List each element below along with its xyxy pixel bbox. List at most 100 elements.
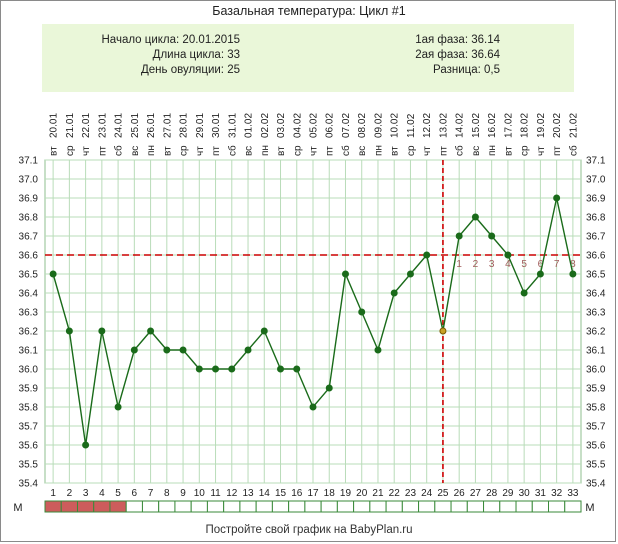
temperature-point xyxy=(325,384,333,392)
weekday-label: сб xyxy=(113,145,125,156)
menses-cell xyxy=(564,500,582,513)
menses-cell xyxy=(320,500,338,513)
temperature-point xyxy=(65,327,73,335)
temperature-point xyxy=(163,346,171,354)
y-tick-label-left: 36.3 xyxy=(19,308,39,319)
menses-cell xyxy=(239,500,257,513)
date-label: 20.02 xyxy=(552,113,563,138)
date-label: 02.02 xyxy=(260,113,271,138)
weekday-label: вт xyxy=(49,146,60,156)
menses-cell xyxy=(109,500,127,513)
y-tick-label-left: 35.7 xyxy=(19,422,39,433)
phase2-day-label: 4 xyxy=(505,259,511,270)
day-number-label: 10 xyxy=(194,488,206,499)
day-number-label: 23 xyxy=(405,488,417,499)
y-tick-label-left: 36.4 xyxy=(19,289,39,300)
y-tick-label-right: 36.8 xyxy=(586,213,606,224)
weekday-label: чт xyxy=(536,146,547,156)
phase2-day-label: 3 xyxy=(489,259,495,270)
date-label: 16.02 xyxy=(487,113,498,138)
temperature-point xyxy=(358,308,366,316)
phase2-day-label: 7 xyxy=(554,259,560,270)
footer-link-text[interactable]: Постройте свой график на BabyPlan.ru xyxy=(205,524,413,536)
date-label: 21.02 xyxy=(568,113,579,138)
date-label: 31.01 xyxy=(227,113,238,138)
date-label: 29.01 xyxy=(195,113,206,138)
date-label: 09.02 xyxy=(373,113,384,138)
y-tick-label-right: 37.1 xyxy=(586,156,606,167)
menses-cell xyxy=(174,500,192,513)
y-tick-label-right: 35.9 xyxy=(586,384,606,395)
y-tick-label-right: 35.5 xyxy=(586,460,606,471)
weekday-label: чт xyxy=(195,146,206,156)
date-label: 28.01 xyxy=(179,113,190,138)
menses-cell xyxy=(515,500,533,513)
y-tick-label-right: 35.8 xyxy=(586,403,606,414)
temperature-point xyxy=(390,289,398,297)
weekday-label: чт xyxy=(422,146,433,156)
weekday-label: сб xyxy=(454,145,466,156)
weekday-label: пт xyxy=(438,146,449,156)
temperature-point xyxy=(423,251,431,259)
weekday-label: сб xyxy=(226,145,238,156)
menses-cell xyxy=(190,500,208,513)
menses-cell xyxy=(548,500,566,513)
date-label: 17.02 xyxy=(503,113,514,138)
temperature-point xyxy=(471,213,479,221)
day-number-label: 26 xyxy=(454,488,466,499)
y-tick-label-left: 36.6 xyxy=(19,251,39,262)
menses-cell xyxy=(288,500,306,513)
day-number-label: 8 xyxy=(164,488,170,499)
temperature-point xyxy=(130,346,138,354)
day-number-label: 6 xyxy=(132,488,138,499)
y-tick-label-right: 36.2 xyxy=(586,327,606,338)
menses-cell xyxy=(93,500,111,513)
y-tick-label-left: 35.4 xyxy=(19,479,39,490)
menses-cell xyxy=(401,500,420,513)
y-tick-label-left: 35.5 xyxy=(19,460,39,471)
y-tick-label-left: 37.0 xyxy=(19,175,39,186)
day-number-label: 3 xyxy=(83,488,89,499)
day-number-label: 7 xyxy=(148,488,154,499)
phase2-day-label: 8 xyxy=(570,259,576,270)
weekday-label: сб xyxy=(340,145,352,156)
temperature-point xyxy=(212,365,220,373)
temperature-point xyxy=(277,365,285,373)
menses-cell xyxy=(304,500,322,513)
y-tick-label-right: 36.4 xyxy=(586,289,606,300)
menses-cell xyxy=(44,500,62,513)
phase2-text: 2ая фаза: 36.64 xyxy=(415,49,500,61)
y-tick-label-left: 36.8 xyxy=(19,213,39,224)
menses-cell xyxy=(271,500,290,513)
menses-cell xyxy=(206,500,225,513)
y-tick-label-left: 35.9 xyxy=(19,384,39,395)
day-number-label: 9 xyxy=(180,488,186,499)
temperature-point xyxy=(244,346,252,354)
date-label: 18.02 xyxy=(520,113,531,138)
weekday-label: ср xyxy=(406,145,417,156)
menses-cell xyxy=(499,500,517,513)
y-tick-label-left: 36.5 xyxy=(19,270,39,281)
cycle-info-panel: Начало цикла: 20.01.2015 Длина цикла: 33… xyxy=(42,24,574,92)
menses-cell xyxy=(466,500,485,513)
temperature-point xyxy=(147,327,155,335)
menses-cell xyxy=(531,500,550,513)
date-label: 03.02 xyxy=(276,113,287,138)
weekday-label: чт xyxy=(81,146,92,156)
y-tick-label-right: 36.6 xyxy=(586,251,606,262)
day-number-label: 31 xyxy=(535,488,547,499)
phase2-day-label: 2 xyxy=(473,259,479,270)
weekday-label: пт xyxy=(211,146,222,156)
menses-cell xyxy=(483,500,501,513)
date-label: 21.01 xyxy=(65,113,76,138)
day-number-label: 15 xyxy=(275,488,287,499)
temperature-point xyxy=(374,346,382,354)
day-number-label: 24 xyxy=(421,488,433,499)
menses-cell xyxy=(158,500,176,513)
menses-cell xyxy=(450,500,468,513)
weekday-label: ср xyxy=(292,145,303,156)
day-number-label: 25 xyxy=(437,488,449,499)
date-label: 25.01 xyxy=(130,113,141,138)
weekday-label: чт xyxy=(309,146,320,156)
